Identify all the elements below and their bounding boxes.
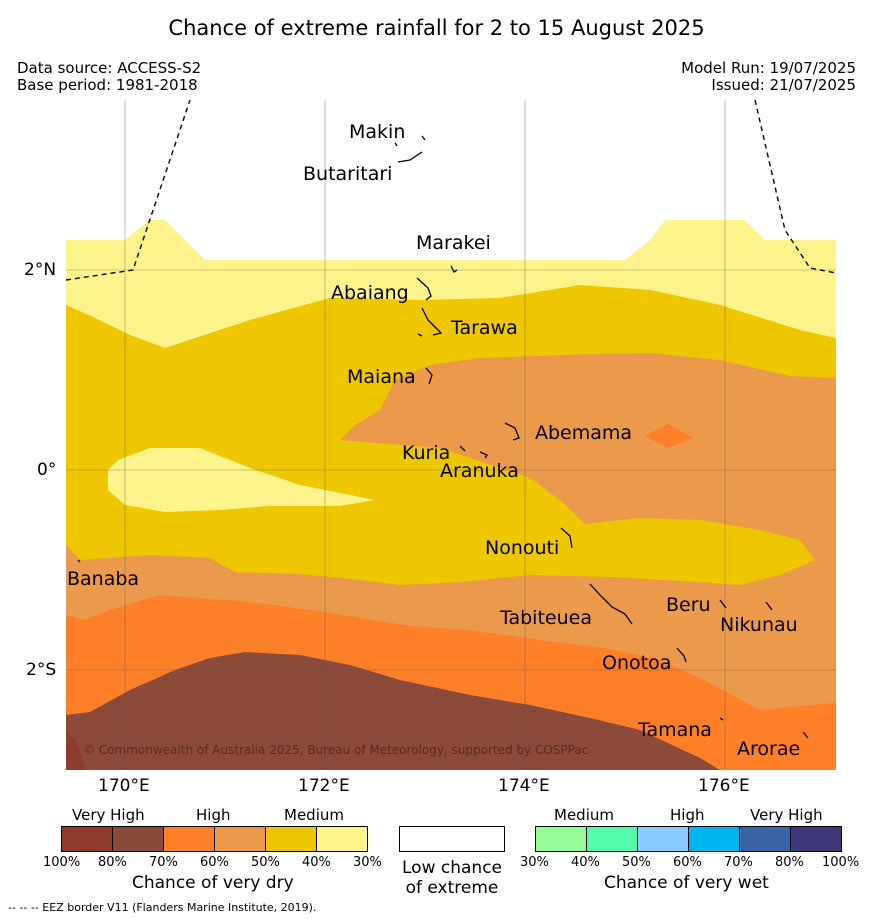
zone-70-80 xyxy=(66,652,720,770)
dry-tick: 60% xyxy=(200,855,229,870)
island-beru xyxy=(719,599,727,609)
wet-swatch-70-80 xyxy=(739,826,791,852)
dry-tick: 100% xyxy=(43,855,81,870)
wet-swatch-30-40 xyxy=(535,826,587,852)
dry-legend-medium: Medium xyxy=(284,806,344,824)
island-makin xyxy=(421,135,426,141)
label-arorae: Arorae xyxy=(737,738,801,760)
island-tarawa xyxy=(417,307,443,337)
low-chance-line1: Low chance xyxy=(402,858,502,878)
label-nikunau: Nikunau xyxy=(720,614,798,636)
island-tabiteuea xyxy=(589,583,633,625)
wet-tick: 100% xyxy=(822,855,860,870)
zone-60-70-spot xyxy=(645,424,693,448)
chart-title: Chance of extreme rainfall for 2 to 15 A… xyxy=(168,16,705,40)
lon-label-176e: 176°E xyxy=(698,776,750,796)
map-copyright: © Commonwealth of Australia 2025, Bureau… xyxy=(83,743,589,757)
wet-swatch-80-100 xyxy=(790,826,842,852)
island-abaiang xyxy=(416,277,432,301)
label-tabiteuea: Tabiteuea xyxy=(500,607,592,629)
label-maiana: Maiana xyxy=(347,366,416,388)
wet-tick: 40% xyxy=(571,855,600,870)
label-beru: Beru xyxy=(666,594,711,616)
dry-swatch-50-60 xyxy=(214,826,266,852)
label-tamana: Tamana xyxy=(638,719,712,741)
label-nonouti: Nonouti xyxy=(485,537,560,559)
dry-tick: 40% xyxy=(302,855,331,870)
low-chance-swatch xyxy=(399,826,505,852)
data-source: Data source: ACCESS-S2 xyxy=(17,59,202,77)
lat-label-2n: 2°N xyxy=(24,260,57,280)
wet-tick: 50% xyxy=(622,855,651,870)
wet-swatch-60-70 xyxy=(688,826,740,852)
island-nonouti xyxy=(560,527,573,549)
dry-tick: 50% xyxy=(251,855,280,870)
label-makin: Makin xyxy=(349,121,406,143)
dry-swatch-30-40 xyxy=(316,826,368,852)
dry-swatch-70-80 xyxy=(112,826,164,852)
eez-border xyxy=(66,100,836,281)
label-abaiang: Abaiang xyxy=(331,282,409,304)
label-marakei: Marakei xyxy=(416,232,491,254)
label-banaba: Banaba xyxy=(67,568,140,590)
lon-label-172e: 172°E xyxy=(298,776,350,796)
island-arorae xyxy=(802,731,809,739)
dry-tick: 70% xyxy=(149,855,178,870)
island-outlines xyxy=(77,135,809,739)
island-abemama xyxy=(504,422,520,441)
wet-tick: 60% xyxy=(673,855,702,870)
label-abemama: Abemama xyxy=(535,422,633,444)
label-aranuka: Aranuka xyxy=(440,460,519,482)
model-run: Model Run: 19/07/2025 xyxy=(681,59,856,77)
wet-tick: 70% xyxy=(724,855,753,870)
lat-label-0: 0° xyxy=(37,460,57,480)
wet-legend-medium: Medium xyxy=(554,806,614,824)
island-banaba xyxy=(77,559,81,563)
base-period: Base period: 1981-2018 xyxy=(17,76,198,94)
island-butaritari xyxy=(394,142,423,163)
island-onotoa xyxy=(676,647,687,663)
lon-label-174e: 174°E xyxy=(498,776,550,796)
dry-legend-high: High xyxy=(196,806,231,824)
label-kuria: Kuria xyxy=(402,442,451,464)
island-kuria xyxy=(459,445,466,452)
zone-30-40-pocket xyxy=(108,448,375,512)
low-chance-line2: of extreme xyxy=(405,878,499,898)
eez-footnote: -- -- -- EEZ border V11 (Flanders Marine… xyxy=(8,901,317,914)
island-tamana xyxy=(719,717,724,721)
dry-swatch-80-100 xyxy=(61,826,113,852)
label-onotoa: Onotoa xyxy=(602,652,672,674)
label-butaritari: Butaritari xyxy=(303,163,393,185)
low-chance-title: Low chance of extreme xyxy=(400,858,504,898)
dry-swatch-40-50 xyxy=(265,826,317,852)
data-info-left: Data source: ACCESS-S2 Base period: 1981… xyxy=(17,60,201,94)
data-info-right: Model Run: 19/07/2025 Issued: 21/07/2025 xyxy=(681,60,856,94)
wet-tick: 80% xyxy=(775,855,804,870)
island-marakei xyxy=(450,265,458,273)
island-nikunau xyxy=(765,601,773,611)
issued-date: Issued: 21/07/2025 xyxy=(711,76,856,94)
wet-tick: 30% xyxy=(520,855,549,870)
dry-legend-very-high: Very High xyxy=(72,806,145,824)
dry-swatch-60-70 xyxy=(163,826,215,852)
wet-legend-high: High xyxy=(670,806,705,824)
dry-tick: 80% xyxy=(98,855,127,870)
wet-swatch-40-50 xyxy=(586,826,638,852)
dry-legend-title: Chance of very dry xyxy=(132,873,294,893)
zone-80-100 xyxy=(66,732,86,770)
gridlines xyxy=(66,100,836,770)
wet-legend-very-high: Very High xyxy=(750,806,823,824)
lon-label-170e: 170°E xyxy=(98,776,150,796)
lat-label-2s: 2°S xyxy=(26,660,57,680)
island-aranuka xyxy=(479,451,488,459)
wet-legend-title: Chance of very wet xyxy=(604,873,769,893)
label-tarawa: Tarawa xyxy=(451,317,518,339)
wet-swatch-50-60 xyxy=(637,826,689,852)
island-maiana xyxy=(425,367,433,385)
dry-tick: 30% xyxy=(353,855,382,870)
